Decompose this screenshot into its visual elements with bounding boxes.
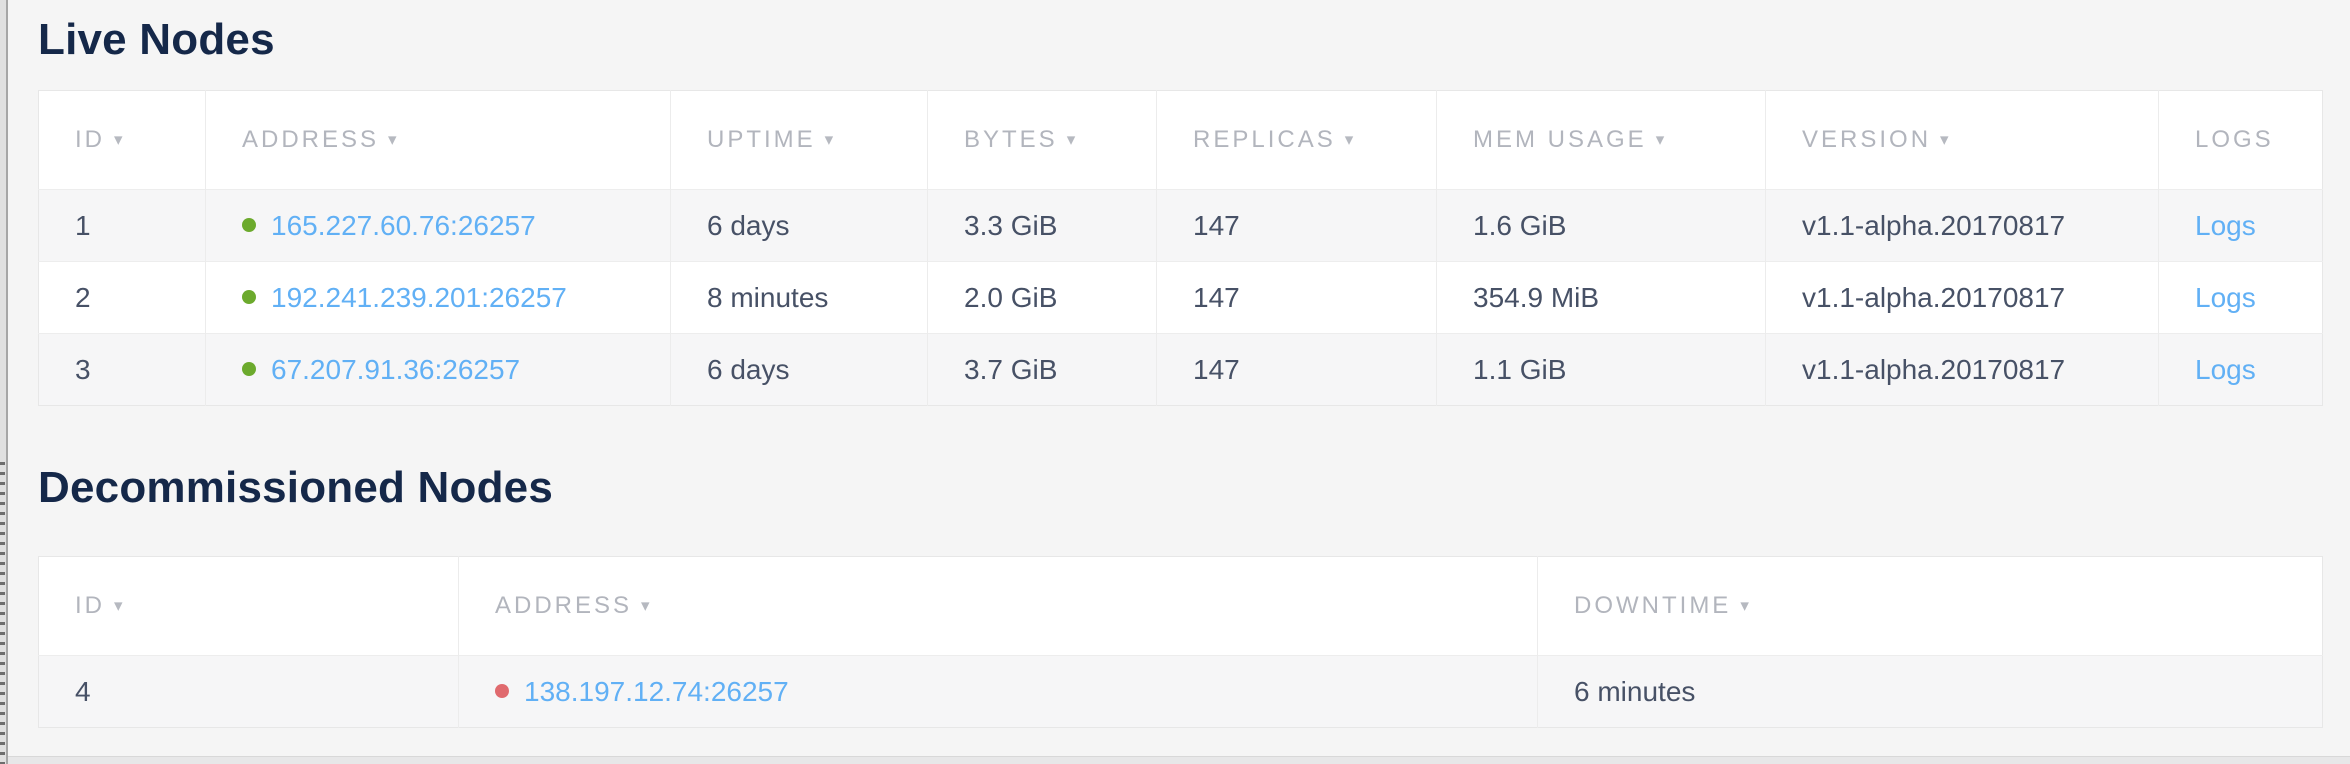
column-header-mem-usage[interactable]: MEM USAGE ▾ [1436, 90, 1766, 190]
node-address-cell: 138.197.12.74:26257 [458, 655, 1538, 728]
node-bytes-cell: 2.0 GiB [927, 261, 1157, 334]
node-replicas-cell: 147 [1156, 261, 1437, 334]
node-id-cell: 2 [38, 261, 206, 334]
column-header-logs: LOGS [2158, 90, 2323, 190]
column-header-label: VERSION [1802, 126, 1932, 153]
node-uptime-cell: 6 days [670, 189, 928, 262]
column-header-bytes[interactable]: BYTES ▾ [927, 90, 1157, 190]
node-address-link[interactable]: 138.197.12.74:26257 [524, 675, 789, 707]
sort-arrow-icon: ▾ [1344, 130, 1357, 149]
node-bytes-cell: 3.7 GiB [927, 333, 1157, 406]
node-address-cell: 165.227.60.76:26257 [205, 189, 671, 262]
node-address-link[interactable]: 192.241.239.201:26257 [271, 281, 567, 313]
column-header-id[interactable]: ID ▾ [38, 90, 206, 190]
column-header-label: ID [75, 126, 105, 153]
node-version-cell: v1.1-alpha.20170817 [1765, 189, 2159, 262]
column-header-uptime[interactable]: UPTIME ▾ [670, 90, 928, 190]
column-header-label: ID [75, 592, 105, 619]
table-row: 3 67.207.91.36:26257 6 days 3.7 GiB 147 … [38, 333, 2323, 406]
column-header-label: UPTIME [707, 126, 816, 153]
decommissioned-nodes-title: Decommissioned Nodes [38, 463, 554, 512]
node-mem-usage-cell: 354.9 MiB [1436, 261, 1766, 334]
table-row: 2 192.241.239.201:26257 8 minutes 2.0 Gi… [38, 261, 2323, 334]
live-status-dot-icon [242, 362, 256, 377]
column-header-label: BYTES [964, 126, 1058, 153]
column-header-label: REPLICAS [1193, 126, 1336, 153]
node-uptime-cell: 8 minutes [670, 261, 928, 334]
node-version-cell: v1.1-alpha.20170817 [1765, 261, 2159, 334]
node-logs-cell: Logs [2158, 189, 2323, 262]
column-header-label: ADDRESS [495, 592, 633, 619]
table-row: 1 165.227.60.76:26257 6 days 3.3 GiB 147… [38, 189, 2323, 262]
node-address-link[interactable]: 165.227.60.76:26257 [271, 209, 536, 241]
decommissioned-nodes-table: ID ▾ ADDRESS ▾ DOWNTIME ▾ 4 138.197.12.74:2… [38, 556, 2323, 728]
node-address-link[interactable]: 67.207.91.36:26257 [271, 353, 521, 385]
node-replicas-cell: 147 [1156, 333, 1437, 406]
live-nodes-table: ID ▾ ADDRESS ▾ UPTIME ▾ BYTES ▾ REPLICAS ▾ [38, 90, 2323, 406]
live-status-dot-icon [242, 290, 256, 305]
sort-arrow-icon: ▾ [1740, 596, 1752, 615]
column-header-replicas[interactable]: REPLICAS ▾ [1156, 90, 1437, 190]
column-header-label: DOWNTIME [1574, 592, 1732, 619]
node-uptime-cell: 6 days [670, 333, 928, 406]
table-row: 4 138.197.12.74:26257 6 minutes [38, 655, 2323, 728]
column-header-address[interactable]: ADDRESS ▾ [458, 556, 1538, 656]
node-bytes-cell: 3.3 GiB [927, 189, 1157, 262]
column-header-address[interactable]: ADDRESS ▾ [205, 90, 671, 190]
logs-link[interactable]: Logs [2195, 209, 2256, 241]
decommissioned-table-header-row: ID ▾ ADDRESS ▾ DOWNTIME ▾ [38, 556, 2323, 656]
bottom-edge-strip [0, 756, 2350, 764]
node-version-cell: v1.1-alpha.20170817 [1765, 333, 2159, 406]
node-replicas-cell: 147 [1156, 189, 1437, 262]
window-edge-dashes [0, 462, 5, 764]
sort-arrow-icon: ▾ [1066, 130, 1079, 149]
node-address-cell: 67.207.91.36:26257 [205, 333, 671, 406]
live-nodes-header: Live Nodes [38, 0, 2322, 90]
node-id-cell: 3 [38, 333, 206, 406]
window-edge-artifact [0, 0, 8, 764]
node-logs-cell: Logs [2158, 261, 2323, 334]
node-address-cell: 192.241.239.201:26257 [205, 261, 671, 334]
sort-arrow-icon: ▾ [1655, 130, 1668, 149]
node-downtime-cell: 6 minutes [1537, 655, 2323, 728]
column-header-label: ADDRESS [242, 126, 380, 153]
column-header-label: MEM USAGE [1473, 126, 1647, 153]
node-id-cell: 1 [38, 189, 206, 262]
live-nodes-title: Live Nodes [38, 15, 275, 64]
node-mem-usage-cell: 1.6 GiB [1436, 189, 1766, 262]
node-logs-cell: Logs [2158, 333, 2323, 406]
decommissioned-nodes-header: Decommissioned Nodes [38, 406, 2322, 556]
page-content: Live Nodes ID ▾ ADDRESS ▾ UPTIME ▾ [38, 0, 2323, 728]
sort-arrow-icon: ▾ [114, 130, 126, 149]
node-id-cell: 4 [38, 655, 459, 728]
sort-arrow-icon: ▾ [114, 596, 126, 615]
column-header-id[interactable]: ID ▾ [38, 556, 459, 656]
logs-link[interactable]: Logs [2195, 353, 2256, 385]
sort-arrow-icon: ▾ [824, 130, 837, 149]
logs-link[interactable]: Logs [2195, 281, 2256, 313]
decommissioned-status-dot-icon [495, 684, 509, 699]
sort-arrow-icon: ▾ [388, 130, 400, 149]
live-status-dot-icon [242, 218, 256, 233]
sort-arrow-icon: ▾ [641, 596, 653, 615]
node-mem-usage-cell: 1.1 GiB [1436, 333, 1766, 406]
column-header-label: LOGS [2195, 126, 2274, 153]
sort-arrow-icon: ▾ [1940, 130, 1952, 149]
live-table-header-row: ID ▾ ADDRESS ▾ UPTIME ▾ BYTES ▾ REPLICAS ▾ [38, 90, 2323, 190]
column-header-downtime[interactable]: DOWNTIME ▾ [1537, 556, 2323, 656]
column-header-version[interactable]: VERSION ▾ [1765, 90, 2159, 190]
